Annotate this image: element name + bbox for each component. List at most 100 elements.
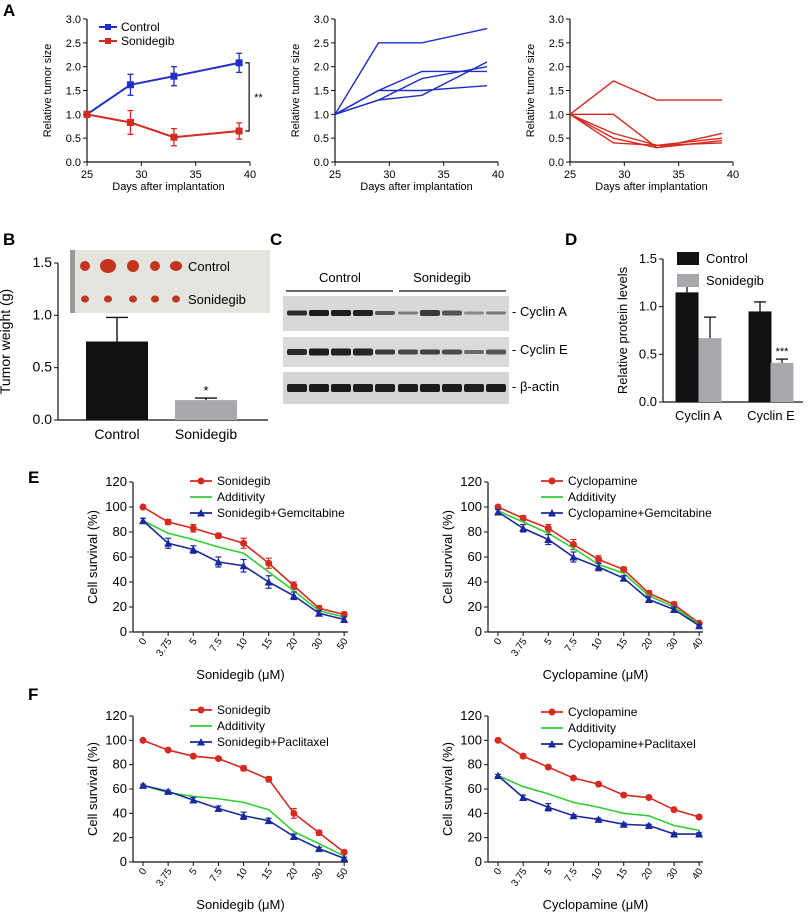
x-tick-label: 50 xyxy=(335,866,351,882)
blot-band xyxy=(486,384,506,392)
series-cyclopamine-gemcitabine xyxy=(494,508,704,630)
y-axis-label: Tumor weight (g) xyxy=(0,289,13,394)
data-point xyxy=(265,775,273,783)
data-point xyxy=(290,809,298,817)
bar-sonidegib xyxy=(698,338,722,402)
data-point xyxy=(620,791,628,799)
legend: Sonidegib Additivity Sonidegib+Gemcitabine xyxy=(190,474,345,520)
series-additivity xyxy=(497,774,700,832)
x-tick-label: 30 xyxy=(665,866,681,882)
series-line xyxy=(142,520,345,618)
data-point xyxy=(494,736,502,744)
y-tick-label: 0.5 xyxy=(549,133,564,145)
data-point xyxy=(139,781,147,789)
bar-control xyxy=(675,292,699,402)
data-point xyxy=(569,811,578,820)
y-tick-label: 2.0 xyxy=(549,62,564,74)
series-mouse-1 xyxy=(569,80,723,115)
tumor-photo: Control Sonidegib xyxy=(70,250,270,313)
x-tick-label: 25 xyxy=(564,169,576,181)
y-tick-label: 0.5 xyxy=(314,133,329,145)
x-tick-label: 5 xyxy=(543,866,555,877)
y-tick-label: 1.0 xyxy=(639,299,657,314)
data-point xyxy=(214,755,222,763)
data-point xyxy=(340,615,349,623)
data-point xyxy=(164,539,173,547)
series-mouse-5 xyxy=(334,85,488,115)
data-point xyxy=(139,736,147,744)
data-point xyxy=(189,545,198,553)
bar-sonidegib xyxy=(175,400,237,420)
series-control xyxy=(83,52,243,118)
series-line xyxy=(142,784,345,860)
y-tick-label: 80 xyxy=(113,757,127,772)
x-tick-label: 30 xyxy=(618,169,630,181)
data-point xyxy=(164,787,173,795)
chart-a2: 0.0 0.5 1.0 1.5 2.0 2.5 3.0 Relative tumor size… xyxy=(290,14,504,193)
x-tick-label: 40 xyxy=(690,866,706,882)
data-point xyxy=(544,524,552,532)
y-tick-label: 0 xyxy=(475,624,482,639)
sonidegib-tumor xyxy=(151,295,159,303)
legend-label: Sonidegib xyxy=(217,703,271,717)
data-point xyxy=(619,574,628,582)
cyclin-a-bands xyxy=(287,310,506,316)
y-tick-label: 40 xyxy=(468,805,482,820)
y-tick-label: 1.5 xyxy=(314,86,329,98)
x-axis-label: Cyclopamine (μM) xyxy=(543,897,649,912)
y-tick-label: 60 xyxy=(113,781,127,796)
data-point xyxy=(83,110,91,118)
data-point xyxy=(290,582,298,590)
y-tick-label: 120 xyxy=(105,708,127,723)
y-tick-label: 3.0 xyxy=(549,14,564,26)
control-tumor xyxy=(170,261,182,271)
series-line xyxy=(497,739,700,818)
data-point xyxy=(340,854,349,862)
x-axis-label: Days after implantation xyxy=(360,181,473,193)
series-line xyxy=(569,80,723,115)
x-tick-label: Cyclin E xyxy=(747,408,795,423)
data-point xyxy=(139,516,147,525)
legend-marker xyxy=(548,509,556,517)
x-tick-label: 7.5 xyxy=(563,636,580,654)
chart-d: 0.0 0.5 1.0 1.5 Relative protein levels Cycli… xyxy=(615,251,803,423)
data-point xyxy=(214,532,222,540)
x-axis-label: Days after implantation xyxy=(595,181,708,193)
panel-label-e: E xyxy=(28,468,39,487)
legend-label: Control xyxy=(121,20,160,34)
control-tumor xyxy=(127,260,139,272)
series-mouse-5 xyxy=(569,113,723,147)
y-axis-label: Cell survival (%) xyxy=(85,510,100,604)
control-tumor xyxy=(150,261,160,271)
data-point xyxy=(170,72,178,80)
x-tick-label: 10 xyxy=(235,866,251,882)
data-point xyxy=(494,771,502,780)
x-tick-label: 10 xyxy=(235,636,251,652)
blot-band xyxy=(442,310,462,316)
data-point xyxy=(264,816,273,825)
chart-b: 0.0 0.5 1.0 1.5 Tumor weight (g) Control Sonid… xyxy=(0,254,268,442)
series-cyclopamine xyxy=(494,736,703,821)
legend-label: Sonidegib xyxy=(217,474,271,488)
band-label-cyclin-a: - Cyclin A xyxy=(512,304,567,319)
x-tick-label: 25 xyxy=(81,169,93,181)
y-tick-label: 80 xyxy=(468,757,482,772)
series-mouse-2 xyxy=(570,113,723,149)
x-tick-label: 30 xyxy=(383,169,395,181)
data-point xyxy=(519,524,528,532)
sonidegib-tumor xyxy=(172,295,180,303)
blot-group-control: Control xyxy=(319,270,361,285)
bar-control xyxy=(748,311,772,402)
panel-label-d: D xyxy=(565,230,577,249)
y-tick-label: 1.5 xyxy=(639,251,657,266)
series-additivity xyxy=(142,520,345,618)
data-point xyxy=(189,752,197,760)
x-tick-label: 10 xyxy=(590,636,606,652)
x-tick-label: 15 xyxy=(260,636,276,652)
x-tick-label: 3.75 xyxy=(509,636,529,659)
y-axis-label: Relative tumor size xyxy=(42,44,54,138)
y-tick-label: 40 xyxy=(113,805,127,820)
legend-label: Sonidegib+Gemcitabine xyxy=(217,506,345,520)
data-point xyxy=(126,118,134,126)
